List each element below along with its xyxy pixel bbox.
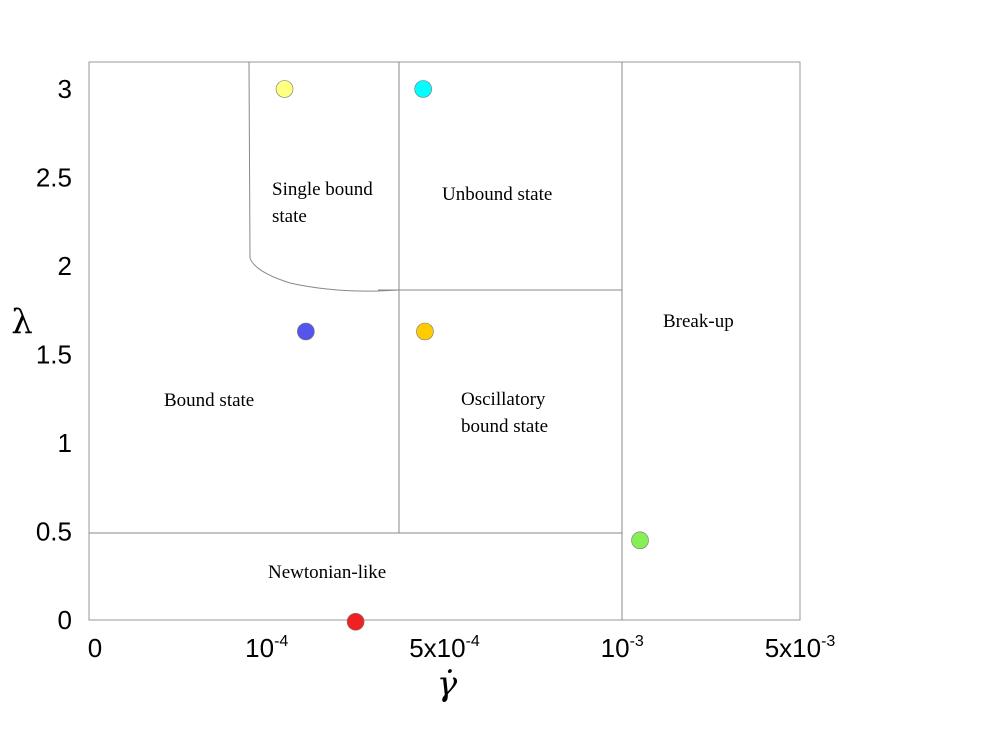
data-point [631, 531, 649, 550]
x-tick-label: 0 [88, 633, 102, 663]
y-tick-label: 1.5 [36, 340, 72, 370]
data-point [297, 322, 315, 341]
x-tick-labels: 0 10-4 5x10-4 10-3 5x10-3 [88, 633, 836, 663]
y-axis-label: λ [11, 302, 33, 342]
data-point [275, 80, 294, 98]
data-points [275, 80, 649, 631]
region-label-newtonian: Newtonian-like [268, 562, 386, 583]
region-label-single-bound: Single bound state [272, 179, 378, 227]
data-point [414, 80, 432, 98]
x-tick-label: 10-4 [245, 633, 288, 663]
plot-frame [88, 61, 801, 621]
region-label-breakup: Break-up [663, 311, 734, 332]
x-tick-label: 5x10-3 [765, 633, 836, 663]
region-label-bound: Bound state [164, 390, 254, 411]
x-tick-label: 5x10-4 [409, 633, 480, 663]
x-tick-label: 10-3 [601, 633, 644, 663]
region-label-oscillatory: Oscillatory bound state [461, 389, 550, 437]
region-boundaries [89, 61, 623, 620]
region-label-unbound: Unbound state [442, 184, 552, 205]
data-point [416, 322, 434, 341]
single-bound-boundary [248, 61, 400, 292]
y-tick-labels: 0 0.5 1 1.5 2 2.5 3 [36, 74, 72, 635]
y-tick-label: 3 [58, 74, 72, 104]
y-tick-label: 1 [58, 428, 72, 458]
region-labels: Single bound state Unbound state Break-u… [164, 179, 734, 583]
x-axis-label: γ̇ [437, 664, 458, 704]
y-tick-label: 0.5 [36, 517, 72, 547]
data-point [346, 612, 365, 631]
y-tick-label: 2.5 [36, 163, 72, 193]
y-tick-label: 0 [58, 605, 72, 635]
y-tick-label: 2 [58, 251, 72, 281]
